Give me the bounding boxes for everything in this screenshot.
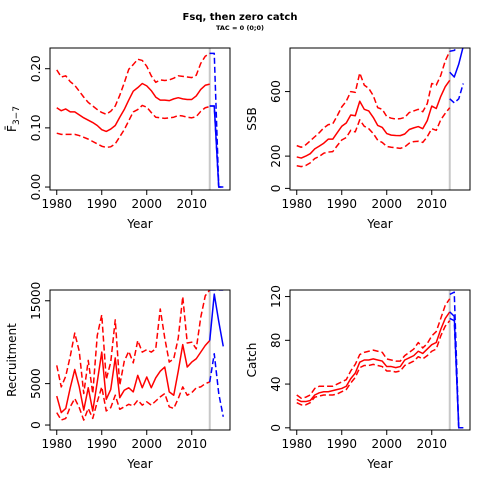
f-y-axis-label-main: F̄ xyxy=(5,125,19,132)
f-x-tick-label: 1980 xyxy=(41,197,72,211)
f-panel: 1980 1990 2000 2010 0.00 0.10 0.20 Year F̄3−7 xyxy=(5,47,231,231)
recruitment-y-tick-label: 15000 xyxy=(29,282,43,320)
f-x-tick-label: 2000 xyxy=(131,197,162,211)
catch-y-tick-label: 40 xyxy=(269,376,283,391)
catch-y-tick-label: 120 xyxy=(269,285,283,308)
ssb-x-tick-label: 1980 xyxy=(281,197,312,211)
recruitment-x-tick-label: 1990 xyxy=(86,437,117,451)
catch-x-tick-label: 2000 xyxy=(371,437,402,451)
ssb-proj-upper-line xyxy=(449,48,459,52)
ssb-y-tick-label: 0 xyxy=(269,185,283,193)
figure-subtitle: TAC = 0 (0;0) xyxy=(216,24,264,32)
ssb-proj-lower-line xyxy=(449,83,464,104)
recruitment-panel: 1980 1990 2000 2010 0 5000 15000 Year Recruitmen… xyxy=(5,282,231,471)
f-plot-frame xyxy=(49,47,231,191)
catch-y-tick-label: 80 xyxy=(269,333,283,348)
recruitment-y-axis-label: Recruitment xyxy=(5,323,19,397)
f-x-axis-label: Year xyxy=(126,217,152,231)
f-hist-upper-line xyxy=(56,52,211,116)
recruitment-proj-lower-line xyxy=(209,353,224,417)
catch-hist-upper-line xyxy=(296,298,451,400)
catch-y-axis-label: Catch xyxy=(245,343,259,378)
recruitment-y-axis-label-main: Recruitment xyxy=(5,323,19,397)
ssb-x-tick-label: 1990 xyxy=(326,197,357,211)
f-series xyxy=(56,52,224,188)
recruitment-series xyxy=(56,290,224,421)
ssb-panel: 1980 1990 2000 2010 0 200 600 Year SSB xyxy=(245,47,471,231)
catch-plot-frame xyxy=(289,289,471,431)
recruitment-proj-median-line xyxy=(209,293,224,347)
recruitment-x-tick-label: 1980 xyxy=(41,437,72,451)
catch-x-axis-label: Year xyxy=(366,457,392,471)
f-hist-median-line xyxy=(56,82,210,133)
ssb-y-axis-label: SSB xyxy=(245,107,259,130)
catch-x-tick-label: 1980 xyxy=(281,437,312,451)
figure-title: Fsq, then zero catch xyxy=(183,12,298,23)
catch-hist-median-line xyxy=(296,311,451,403)
catch-y-axis-label-main: Catch xyxy=(245,343,259,378)
recruitment-x-tick-label: 2010 xyxy=(176,437,207,451)
f-proj-upper-line xyxy=(209,52,224,188)
recruitment-x-axis-label: Year xyxy=(126,457,152,471)
recruitment-x-tick-label: 2000 xyxy=(131,437,162,451)
catch-x-tick-label: 1990 xyxy=(326,437,357,451)
recruitment-hist-lower-line xyxy=(56,381,211,421)
f-y-tick-label: 0.10 xyxy=(29,115,43,142)
ssb-plot-frame xyxy=(289,47,471,191)
recruitment-y-tick-label: 5000 xyxy=(29,368,43,399)
f-y-tick-label: 0.20 xyxy=(29,55,43,82)
recruitment-hist-median-line xyxy=(56,340,211,414)
catch-proj-median-line xyxy=(449,311,464,429)
f-hist-lower-line xyxy=(56,104,210,149)
recruitment-y-tick-label: 0 xyxy=(29,421,43,429)
ssb-hist-lower-line xyxy=(296,107,451,168)
catch-x-tick-label: 2010 xyxy=(416,437,447,451)
ssb-x-axis-label: Year xyxy=(366,217,392,231)
catch-hist-lower-line xyxy=(296,320,451,406)
f-proj-median-line xyxy=(209,105,224,188)
ssb-x-tick-label: 2000 xyxy=(371,197,402,211)
ssb-series xyxy=(296,48,464,168)
ssb-hist-median-line xyxy=(296,79,451,159)
ssb-y-tick-label: 200 xyxy=(269,145,283,168)
f-x-tick-label: 1990 xyxy=(86,197,117,211)
f-y-axis-label: F̄3−7 xyxy=(5,106,22,132)
f-y-tick-label: 0.00 xyxy=(29,174,43,201)
ssb-x-tick-label: 2010 xyxy=(416,197,447,211)
ssb-y-tick-label: 600 xyxy=(269,80,283,103)
catch-y-tick-label: 0 xyxy=(269,424,283,432)
f-x-tick-label: 2010 xyxy=(176,197,207,211)
catch-series xyxy=(296,291,464,429)
catch-panel: 1980 1990 2000 2010 0 40 80 120 Year Catch xyxy=(245,285,471,471)
ssb-hist-upper-line xyxy=(296,50,451,148)
ssb-proj-median-line xyxy=(449,48,464,78)
f-y-axis-label-subscript: 3−7 xyxy=(12,106,22,125)
recruitment-hist-upper-line xyxy=(56,290,211,395)
recruitment-plot-frame xyxy=(49,289,231,431)
ssb-y-axis-label-main: SSB xyxy=(245,107,259,130)
